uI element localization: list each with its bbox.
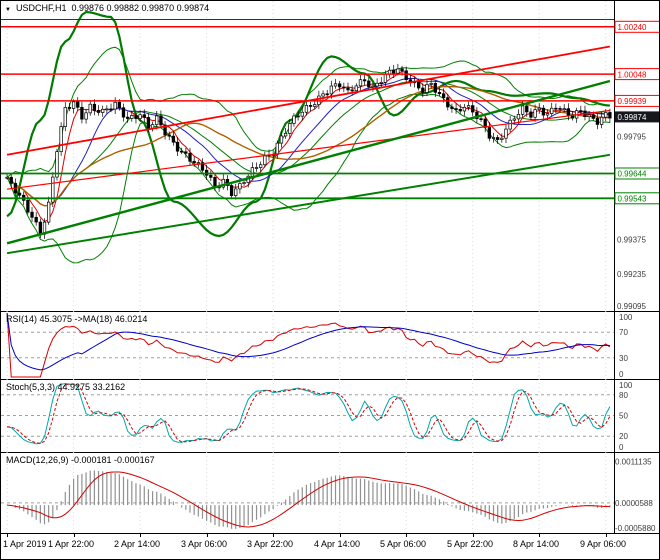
macd-histogram (10, 470, 611, 529)
time-axis-tick (340, 534, 341, 537)
time-axis-tick (473, 534, 474, 537)
macd-signal-line (7, 471, 610, 528)
ohlc-values-label: 0.99876 0.99882 0.99870 0.99874 (71, 3, 210, 13)
macd-scale-tick: 0.0011135 (615, 458, 652, 467)
bollinger-lower-line (6, 93, 610, 264)
rsi-line (6, 312, 611, 378)
rising-green-trendline (6, 79, 611, 245)
symbol-marker-icon: ▼ (5, 7, 11, 13)
rsi-scale-tick: 30 (619, 354, 628, 363)
price-level-badge-text: 0.99543 (618, 195, 647, 204)
macd-panel-canvas[interactable]: 0.0011135 0.0000588 -0.0005880 (1, 452, 660, 533)
stoch-d-line (7, 383, 611, 444)
main-chart-canvas[interactable]: 0.99795 0.99375 0.99235 0.99095 1.00240 1.000… (1, 1, 660, 311)
current-price-badge-text: 0.99874 (618, 113, 647, 122)
rsi-scale-tick: 70 (619, 328, 628, 337)
macd-scale-tick: -0.0005880 (615, 524, 656, 533)
price-axis-tick: 0.99795 (617, 132, 646, 141)
time-axis-label: 3 Apr 06:00 (181, 539, 228, 549)
stoch-indicator-label: Stoch(5,3,3) 44.9275 33.2162 (6, 382, 126, 392)
time-axis-tick (539, 534, 540, 537)
symbol-timeframe-label: USDCHF,H1 (15, 3, 67, 13)
chart-title: ▼ USDCHF,H1 0.99876 0.99882 0.99870 0.99… (5, 3, 209, 15)
time-axis-tick (74, 534, 75, 537)
price-axis-tick: 0.99235 (617, 270, 646, 279)
time-axis-label: 3 Apr 22:00 (247, 539, 294, 549)
time-axis-label: 2 Apr 14:00 (114, 539, 161, 549)
bollinger-middle-line (6, 80, 610, 207)
price-level-badge (614, 68, 659, 81)
price-level-badge-text: 0.99644 (618, 170, 647, 179)
price-axis-tick: 0.99375 (617, 236, 646, 245)
time-axis[interactable]: 1 Apr 2019 1 Apr 22:00 2 Apr 14:00 3 Apr 06… (1, 533, 659, 559)
time-axis-label: 9 Apr 06:00 (580, 539, 627, 549)
price-level-badge (614, 94, 659, 107)
time-axis-label: 8 Apr 14:00 (513, 539, 560, 549)
ma-mid-line (6, 77, 611, 207)
stoch-scale-tick: 50 (619, 412, 628, 421)
rising-red-trendline-2 (7, 109, 610, 190)
current-price-badge (615, 111, 659, 123)
price-level-badge-text: 0.99939 (618, 97, 647, 106)
rising-green-trendline-2 (6, 153, 611, 255)
price-level-badge (614, 167, 659, 180)
price-level-badge-text: 1.00048 (618, 70, 647, 79)
bollinger-upper-line (6, 46, 610, 178)
macd-scale-tick: 0.0000588 (615, 499, 653, 508)
time-axis-label: 5 Apr 06:00 (380, 539, 427, 549)
time-axis-tick (7, 534, 8, 537)
time-axis-label: 5 Apr 22:00 (447, 539, 494, 549)
rising-red-trendline (6, 45, 611, 156)
rsi-panel-canvas[interactable]: 100 70 30 0 (1, 311, 660, 379)
time-axis-tick (273, 534, 274, 537)
price-level-badge-text: 1.00240 (618, 23, 647, 32)
stoch-scale-tick: 20 (619, 432, 628, 441)
rsi-indicator-label: RSI(14) 45.3075 ->MA(18) 46.0214 (6, 314, 148, 324)
price-level-badge (614, 20, 659, 33)
price-level-badge (614, 192, 659, 205)
rsi-scale-tick: 100 (619, 313, 633, 322)
time-axis-label: 4 Apr 14:00 (314, 539, 361, 549)
stoch-k-line (6, 383, 611, 445)
macd-indicator-label: MACD(12,26,9) -0.000181 -0.000167 (6, 455, 155, 465)
time-axis-tick (207, 534, 208, 537)
time-axis-label: 1 Apr 22:00 (48, 539, 95, 549)
price-axis-tick: 0.99095 (617, 302, 646, 311)
time-axis-label: 1 Apr 2019 (3, 539, 47, 549)
time-axis-tick (406, 534, 407, 537)
stoch-scale-tick: 0 (619, 443, 624, 452)
time-axis-tick (606, 534, 607, 537)
slow-band-curve (6, 10, 610, 238)
time-axis-tick (140, 534, 141, 537)
stoch-scale-tick: 100 (619, 381, 633, 390)
rsi-scale-tick: 0 (619, 370, 624, 379)
stoch-scale-tick: 80 (619, 391, 628, 400)
rsi-ma-line (6, 312, 610, 371)
